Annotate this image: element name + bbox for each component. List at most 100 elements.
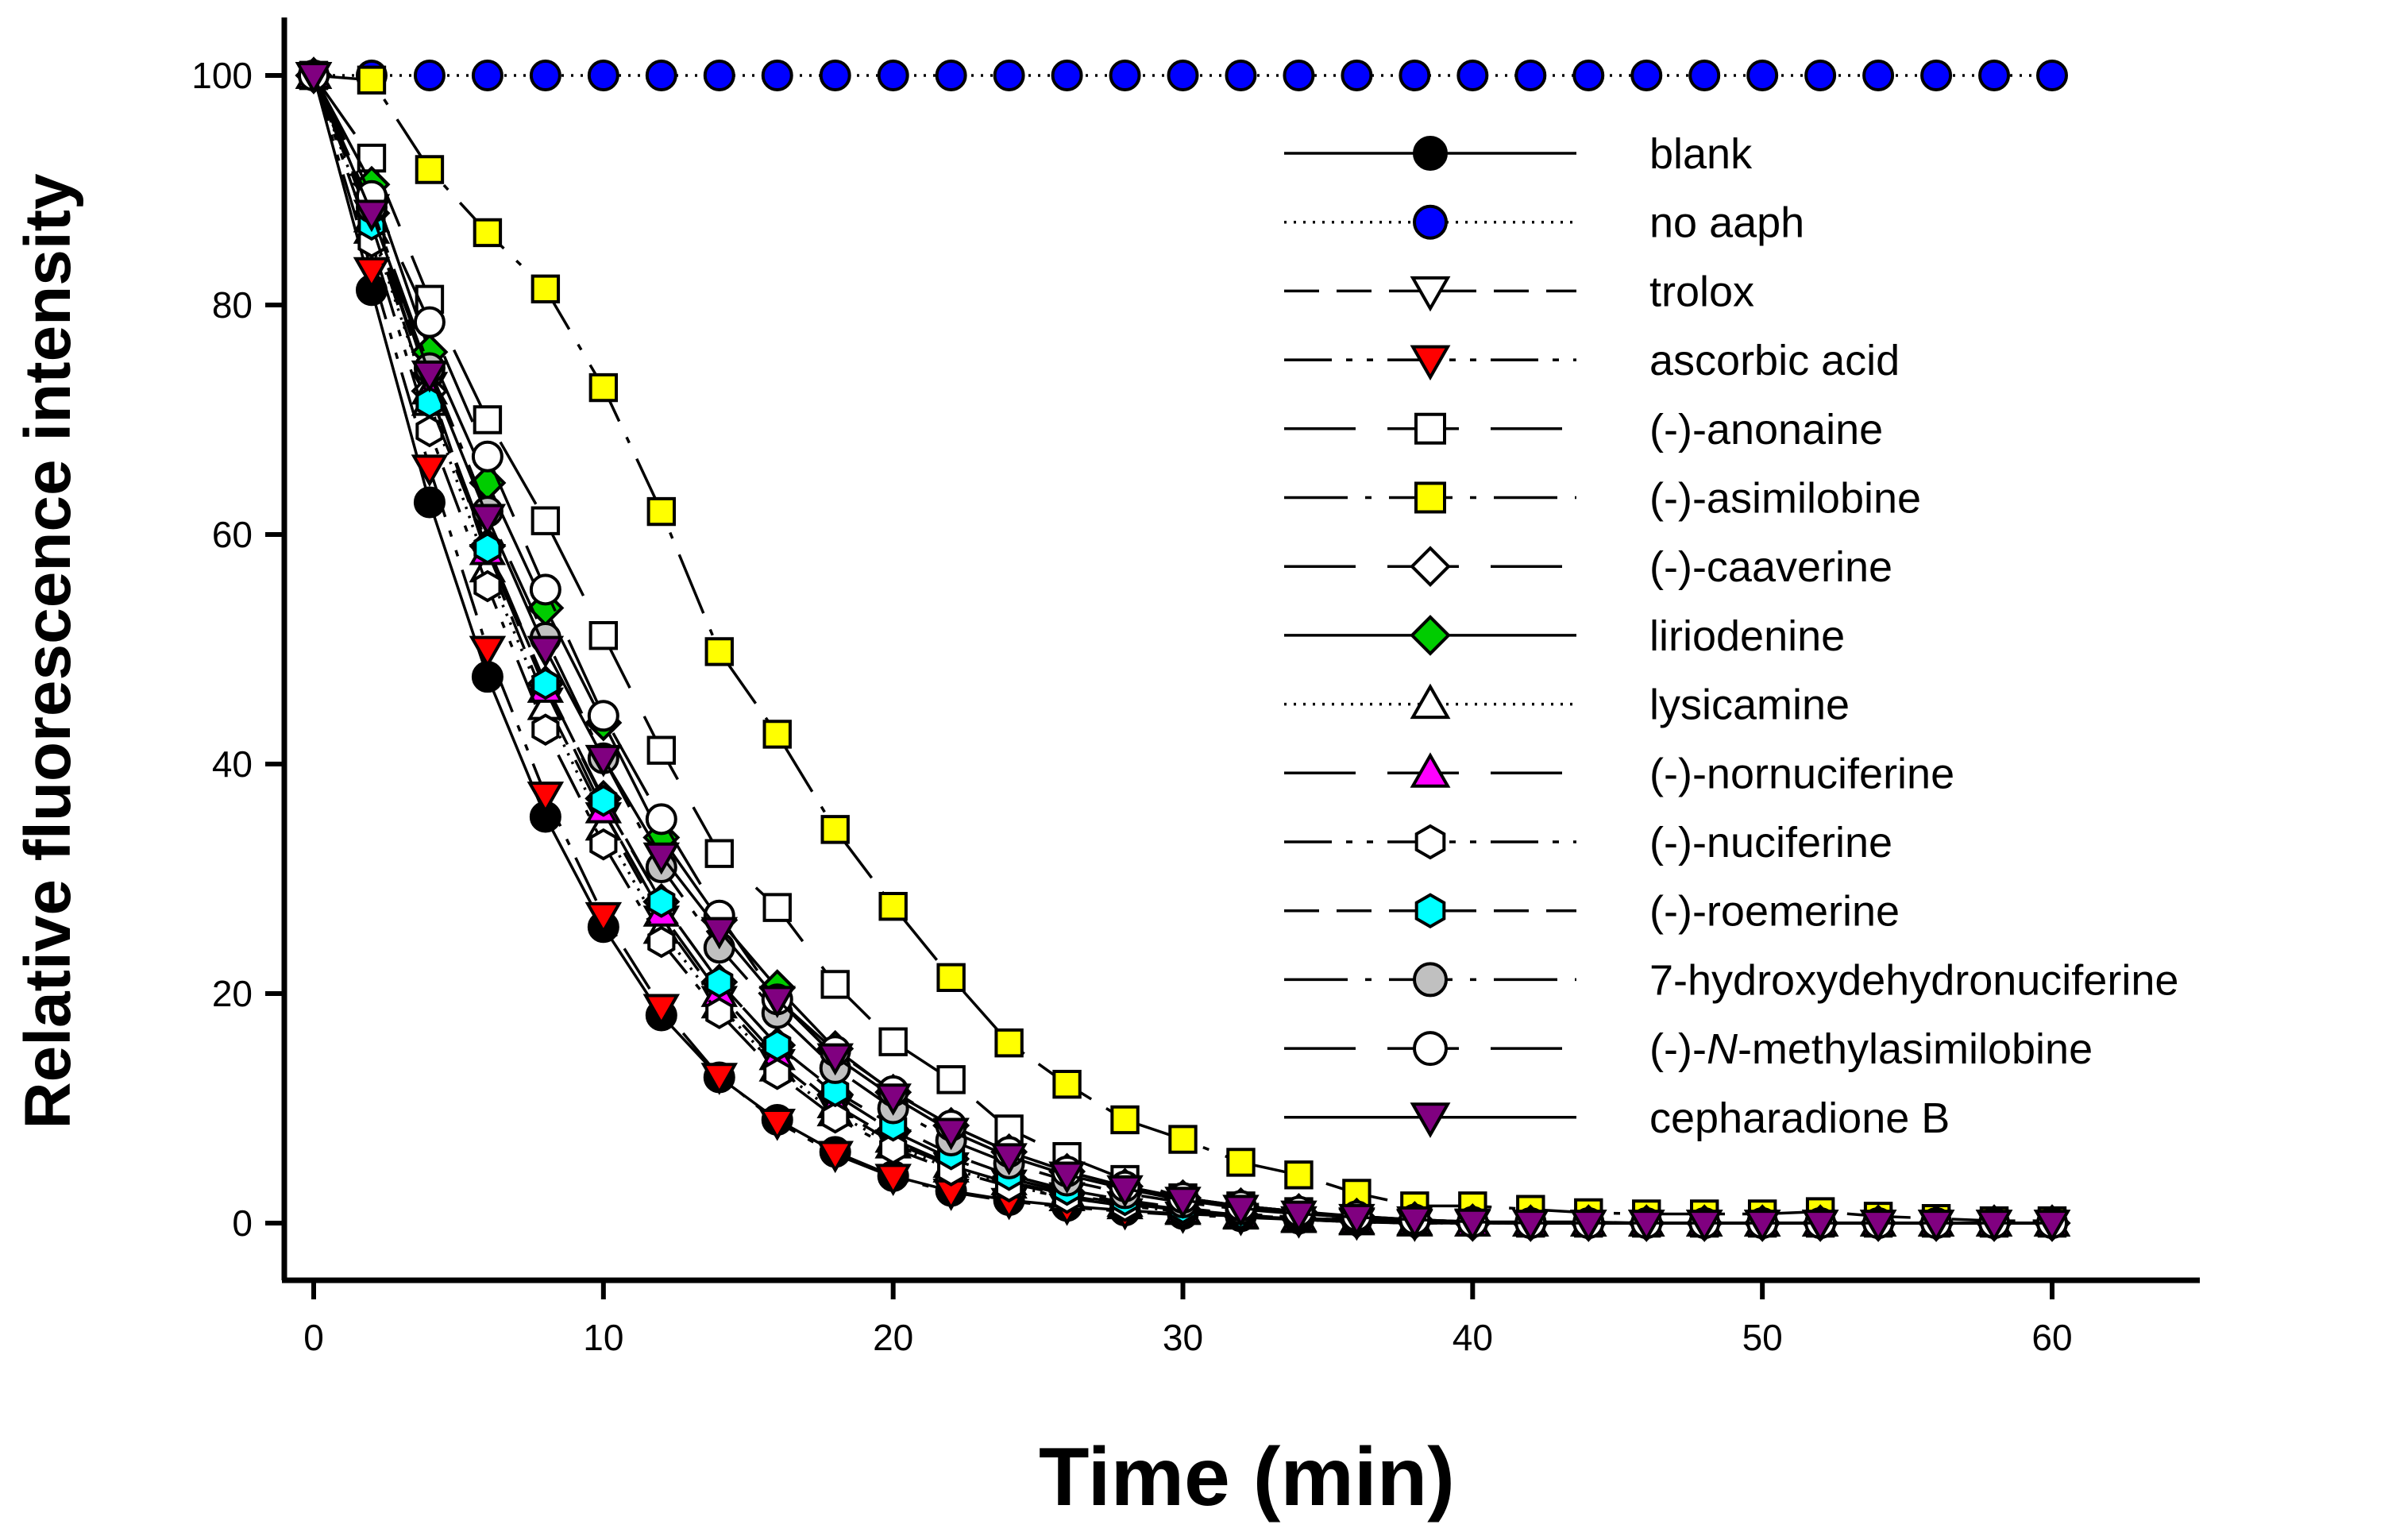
legend-label: no aaph (1649, 199, 1804, 247)
data-point (1338, 1203, 1375, 1237)
y-axis-title: Relative fluorescence intensity (12, 173, 84, 1129)
data-point (1572, 60, 1605, 91)
legend-item: (-)-roemerine (1284, 888, 1900, 936)
data-point (1283, 60, 1315, 91)
y-tick-label: 0 (232, 1202, 253, 1244)
data-point (529, 573, 561, 606)
data-point (1514, 60, 1547, 91)
legend-marker (1410, 345, 1451, 381)
x-tick-label: 10 (583, 1317, 623, 1358)
data-point (473, 569, 502, 603)
data-point (1110, 1105, 1140, 1135)
data-point (816, 1141, 854, 1174)
legend-label-prefix: 7-hydroxydehydronuciferine (1649, 956, 2178, 1004)
data-point (469, 504, 507, 537)
legend-item: ascorbic acid (1284, 337, 1900, 384)
data-point (411, 454, 449, 488)
data-point (874, 1164, 912, 1197)
data-point (1630, 60, 1663, 91)
data-point (816, 1043, 854, 1076)
data-point (646, 735, 676, 765)
legend-marker (1413, 962, 1448, 998)
data-point (589, 784, 618, 817)
data-point (763, 1029, 792, 1062)
legend-label: (-)-caaverine (1649, 543, 1892, 591)
data-point (589, 828, 618, 861)
y-tick-label: 60 (212, 514, 253, 555)
data-point (645, 803, 677, 836)
legend-label: lysicamine (1649, 681, 1850, 729)
data-point (1512, 1210, 1549, 1242)
legend-label: (-)-nuciferine (1649, 819, 1892, 866)
data-point (704, 637, 734, 666)
data-point (1685, 1210, 1723, 1242)
data-point (1164, 1187, 1202, 1219)
legend-label-prefix: (-)-nornuciferine (1649, 750, 1954, 797)
legend-label-prefix: no aaph (1649, 199, 1804, 247)
data-point (645, 60, 677, 91)
legend-item: cepharadione B (1284, 1094, 1950, 1142)
legend-label: (-)-anonaine (1649, 406, 1883, 454)
data-point (1975, 1210, 2013, 1242)
legend-item: (-)-nuciferine (1284, 819, 1892, 866)
data-point (415, 155, 445, 184)
data-point (1222, 1195, 1260, 1228)
data-point (1396, 1206, 1433, 1239)
data-point (473, 218, 503, 248)
data-point (1570, 1210, 1607, 1242)
legend-item: (-)-nornuciferine (1284, 750, 1954, 797)
data-point (531, 713, 560, 746)
data-point (1920, 60, 1953, 91)
data-point (413, 486, 446, 519)
legend-label: (-)-nornuciferine (1649, 750, 1954, 797)
data-point (588, 620, 619, 650)
data-point (587, 60, 619, 91)
legend-item: liriodenine (1284, 612, 1845, 660)
legend-label: (-)-N-methylasimilobine (1649, 1025, 2093, 1073)
data-point (471, 60, 503, 91)
legend-item: (-)-caaverine (1284, 543, 1892, 591)
legend-marker (1410, 752, 1451, 788)
legend-label-prefix: blank (1649, 130, 1753, 178)
legend-marker (1414, 481, 1446, 514)
data-point (878, 891, 908, 921)
data-point (1746, 60, 1779, 91)
y-tick-label: 20 (212, 973, 253, 1014)
data-point (821, 1075, 850, 1108)
legend-label-prefix: ascorbic acid (1649, 337, 1900, 384)
legend-label: 7-hydroxydehydronuciferine (1649, 956, 2178, 1004)
data-point (584, 744, 623, 778)
data-point (762, 720, 792, 749)
data-point (1804, 60, 1837, 91)
data-point (761, 60, 793, 91)
legend-marker (1414, 412, 1446, 445)
data-point (762, 893, 792, 922)
data-point (877, 60, 909, 91)
data-point (936, 1065, 966, 1094)
legend-label-prefix: (-)-anonaine (1649, 406, 1883, 454)
data-point (357, 65, 387, 95)
data-point (413, 60, 446, 91)
legend-label-prefix: trolox (1649, 268, 1754, 315)
x-tick-label: 0 (303, 1317, 324, 1358)
data-point (993, 60, 1025, 91)
legend-item: no aaph (1284, 199, 1804, 247)
data-point (1859, 1210, 1897, 1242)
data-point (588, 372, 619, 403)
x-tick-label: 60 (2031, 1317, 2072, 1358)
x-tick-label: 50 (1742, 1317, 1783, 1358)
legend-marker (1414, 824, 1446, 860)
data-point (1225, 60, 1257, 91)
data-point (874, 1083, 912, 1116)
legend-label: (-)-roemerine (1649, 888, 1900, 936)
x-tick-label: 30 (1163, 1317, 1203, 1358)
data-point (1399, 60, 1431, 91)
data-point (530, 274, 561, 303)
data-point (763, 1057, 792, 1090)
y-tick-label: 40 (212, 743, 253, 785)
data-point (705, 997, 734, 1029)
legend-marker (1410, 1102, 1451, 1138)
data-point (295, 62, 333, 95)
